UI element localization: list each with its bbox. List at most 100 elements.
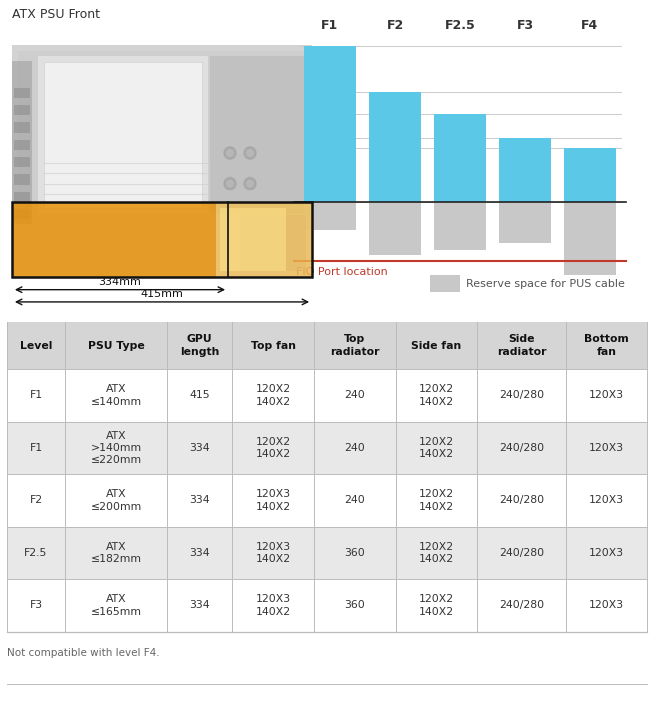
Text: ATX
≤200mm: ATX ≤200mm [90, 489, 142, 512]
Bar [304, 202, 356, 230]
Bar [14, 174, 30, 184]
Text: ATX
≤140mm: ATX ≤140mm [90, 384, 142, 407]
Bar [216, 202, 312, 277]
Bar [12, 45, 312, 277]
Text: 120X2
140X2: 120X2 140X2 [419, 437, 454, 459]
Text: 415mm: 415mm [141, 289, 183, 299]
Circle shape [244, 147, 256, 159]
Bar [14, 105, 30, 115]
Bar [564, 202, 616, 276]
Text: Top fan: Top fan [250, 341, 296, 351]
Text: Reserve space for PUS cable: Reserve space for PUS cable [466, 279, 625, 289]
Text: 334mm: 334mm [99, 276, 141, 287]
Text: F1: F1 [29, 443, 43, 453]
Bar [7, 579, 647, 631]
Text: 120X2
140X2: 120X2 140X2 [419, 541, 454, 564]
Text: 120X2
140X2: 120X2 140X2 [419, 489, 454, 512]
Bar [7, 527, 647, 579]
Circle shape [227, 150, 233, 156]
Text: F4: F4 [581, 19, 598, 32]
Text: 240/280: 240/280 [499, 390, 544, 400]
Bar [14, 192, 30, 202]
Bar [564, 148, 616, 202]
Text: 334: 334 [189, 600, 210, 611]
Text: Bottom
fan: Bottom fan [584, 334, 629, 356]
Bar [18, 51, 306, 271]
Text: 360: 360 [345, 548, 365, 558]
Bar [434, 114, 486, 202]
Text: 415: 415 [189, 390, 210, 400]
Text: 120X2
140X2: 120X2 140X2 [256, 437, 290, 459]
Text: F2.5: F2.5 [445, 19, 475, 32]
Text: F2.5: F2.5 [24, 548, 48, 558]
Text: 240/280: 240/280 [499, 495, 544, 505]
Bar [7, 369, 647, 422]
Text: 120X3: 120X3 [589, 548, 624, 558]
Text: 240/280: 240/280 [499, 548, 544, 558]
Text: 120X2
140X2: 120X2 140X2 [419, 384, 454, 407]
Text: GPU
length: GPU length [180, 334, 219, 356]
Text: 120X3: 120X3 [589, 600, 624, 611]
Bar [369, 202, 421, 255]
Text: 120X3
140X2: 120X3 140X2 [256, 594, 290, 617]
Bar [7, 422, 647, 474]
Circle shape [247, 150, 253, 156]
Bar [240, 215, 306, 271]
Text: 120X3: 120X3 [589, 495, 624, 505]
Text: PSU Type: PSU Type [88, 341, 145, 351]
Text: 240/280: 240/280 [499, 443, 544, 453]
Bar [304, 46, 356, 202]
Bar [12, 202, 312, 277]
Text: 120X3: 120X3 [589, 443, 624, 453]
Bar [210, 56, 310, 215]
Bar [14, 157, 30, 167]
Bar [44, 62, 202, 208]
Text: F2: F2 [387, 19, 404, 32]
Text: Not compatible with level F4.: Not compatible with level F4. [7, 648, 159, 658]
Text: Top
radiator: Top radiator [330, 334, 379, 356]
Text: 240: 240 [345, 495, 365, 505]
Text: 120X2
140X2: 120X2 140X2 [419, 594, 454, 617]
Text: FIO Port location: FIO Port location [296, 267, 388, 277]
Text: Side
radiator: Side radiator [497, 334, 546, 356]
Bar [220, 208, 286, 271]
Text: ATX PSU Front: ATX PSU Front [12, 8, 100, 21]
Bar [14, 140, 30, 150]
Text: 240: 240 [345, 443, 365, 453]
Circle shape [224, 177, 236, 189]
Text: Level: Level [20, 341, 52, 351]
Text: 120X3: 120X3 [589, 390, 624, 400]
Text: 334: 334 [189, 548, 210, 558]
Text: F1: F1 [29, 390, 43, 400]
Text: Side fan: Side fan [411, 341, 462, 351]
Text: ATX
≤165mm: ATX ≤165mm [91, 594, 141, 617]
Circle shape [224, 147, 236, 159]
Bar [14, 209, 30, 220]
Text: ATX
>140mm
≤220mm: ATX >140mm ≤220mm [90, 431, 142, 465]
Text: 120X2
140X2: 120X2 140X2 [256, 384, 290, 407]
Text: F2: F2 [29, 495, 43, 505]
Bar [38, 56, 208, 215]
Bar [7, 322, 647, 369]
Circle shape [227, 181, 233, 186]
Bar [7, 474, 647, 527]
Circle shape [247, 181, 253, 186]
Text: 240: 240 [345, 390, 365, 400]
Circle shape [244, 177, 256, 189]
Bar [14, 122, 30, 132]
Bar [430, 276, 460, 292]
Bar [12, 61, 32, 225]
Bar [499, 202, 551, 243]
Bar [12, 202, 216, 277]
Text: F1: F1 [321, 19, 339, 32]
Text: ATX
≤182mm: ATX ≤182mm [91, 541, 141, 564]
Text: 334: 334 [189, 443, 210, 453]
Bar [434, 202, 486, 250]
Bar [499, 138, 551, 202]
Bar [14, 88, 30, 98]
Text: 360: 360 [345, 600, 365, 611]
Bar [369, 91, 421, 202]
Text: 120X3
140X2: 120X3 140X2 [256, 541, 290, 564]
Text: 120X3
140X2: 120X3 140X2 [256, 489, 290, 512]
Text: F3: F3 [517, 19, 534, 32]
